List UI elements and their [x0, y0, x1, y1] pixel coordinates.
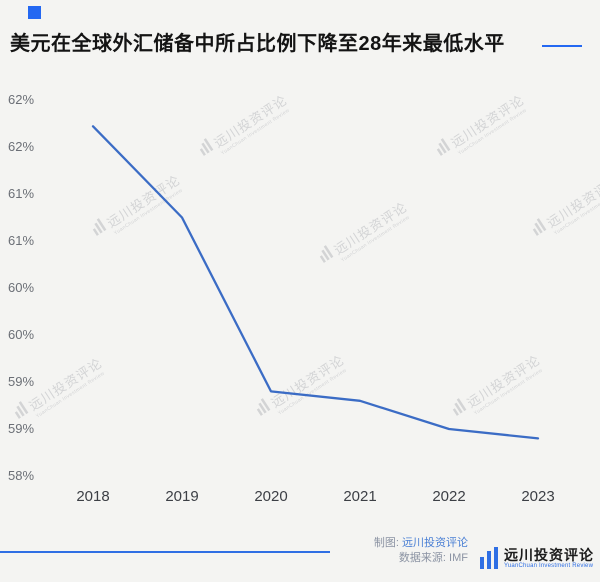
y-axis-label: 59% — [8, 421, 35, 436]
title-accent-line — [542, 45, 582, 47]
x-axis-label: 2019 — [165, 488, 199, 505]
watermark: 远川投资评论 YuanChuan Investment Review — [196, 90, 293, 165]
y-axis-label: 58% — [8, 468, 35, 483]
watermark-bars-icon — [529, 218, 547, 236]
y-axis-label: 62% — [8, 92, 35, 107]
brand-subtitle: YuanChuan Investment Review — [504, 563, 594, 569]
line-series — [91, 125, 540, 440]
x-axis-label: 2020 — [254, 488, 288, 505]
watermark-bars-icon — [449, 398, 467, 416]
x-axis-label: 2022 — [432, 488, 466, 505]
line-chart: 远川投资评论 YuanChuan Investment Review 远川投资评… — [0, 60, 600, 520]
source-label: 数据来源: — [398, 552, 446, 564]
watermark-bars-icon — [11, 401, 29, 419]
source-row: 数据来源: IMF — [374, 551, 468, 566]
watermark-bars-icon — [89, 218, 107, 236]
watermark-bars-icon — [196, 138, 214, 156]
x-axis-label: 2018 — [76, 488, 110, 505]
watermark: 远川投资评论 YuanChuan Investment Review — [253, 350, 350, 425]
watermark: 远川投资评论 YuanChuan Investment Review — [449, 350, 546, 425]
brand-bars-icon — [480, 547, 499, 569]
chart-title: 美元在全球外汇储备中所占比例下降至28年来最低水平 — [10, 33, 505, 55]
credit-label: 制图: — [373, 537, 399, 549]
watermark-bars-icon — [316, 245, 334, 263]
source-value: IMF — [449, 552, 468, 564]
y-axis-label: 60% — [8, 280, 35, 295]
watermark: 远川投资评论 YuanChuan Investment Review — [529, 170, 600, 245]
brand-square-icon — [28, 6, 41, 19]
y-axis-label: 59% — [8, 374, 35, 389]
brand-name: 远川投资评论 — [504, 547, 594, 563]
watermark: 远川投资评论 YuanChuan Investment Review — [89, 170, 186, 245]
credit-row: 制图: 远川投资评论 — [374, 536, 468, 551]
watermark: 远川投资评论 YuanChuan Investment Review — [11, 353, 108, 428]
y-axis-label: 61% — [8, 233, 35, 248]
x-axis-label: 2023 — [521, 488, 555, 505]
x-axis-label: 2021 — [343, 488, 377, 505]
watermark-bars-icon — [433, 138, 451, 156]
brand-block: 远川投资评论 YuanChuan Investment Review — [480, 547, 594, 569]
y-axis-label: 61% — [8, 186, 35, 201]
watermark: 远川投资评论 YuanChuan Investment Review — [316, 197, 413, 272]
watermark-bars-icon — [253, 398, 271, 416]
credits-block: 制图: 远川投资评论 数据来源: IMF — [374, 536, 468, 566]
credit-value: 远川投资评论 — [402, 537, 468, 549]
footer-accent-line — [0, 551, 330, 553]
y-axis-label: 60% — [8, 327, 35, 342]
watermark: 远川投资评论 YuanChuan Investment Review — [433, 90, 530, 165]
y-axis-label: 62% — [8, 139, 35, 154]
